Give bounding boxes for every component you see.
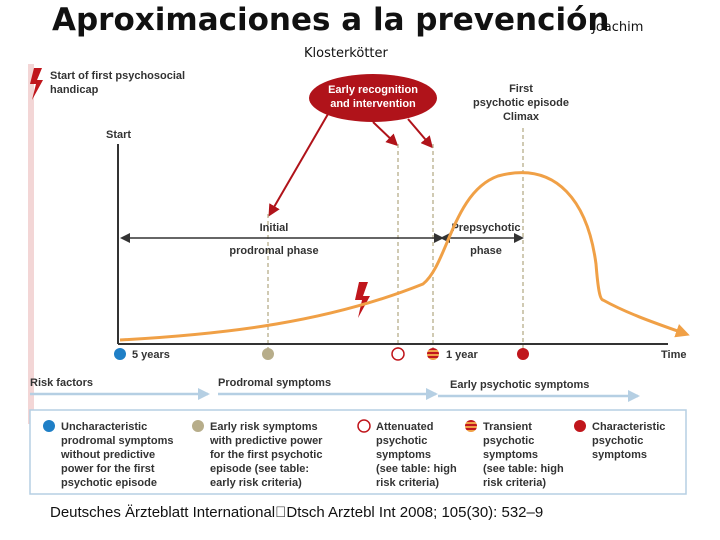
legend-item-early-risk: Early risk symptoms with predictive powe… xyxy=(192,420,323,489)
left-strip xyxy=(28,64,34,424)
legend-red-dot xyxy=(574,420,586,432)
prepsychotic-line1: Prepsychotic xyxy=(451,222,520,234)
time-label: Time xyxy=(661,349,686,361)
legend-text: (see table: high xyxy=(483,463,564,475)
legend-hollow-dot xyxy=(357,419,371,433)
legend-text: (see table: high xyxy=(376,463,457,475)
legend-text: Transient xyxy=(483,421,532,433)
marker-attenuated xyxy=(391,347,405,361)
initial-phase-line1: Initial xyxy=(260,222,289,234)
first-episode-line1: First xyxy=(509,83,533,95)
early-psychotic-label: Early psychotic symptoms xyxy=(450,379,589,391)
start-handicap-line1: Start of first psychosocial xyxy=(50,70,185,82)
legend-text: Attenuated xyxy=(376,421,433,433)
legend-text: psychotic xyxy=(376,435,427,447)
legend-item-uncharacteristic: Uncharacteristic prodromal symptoms with… xyxy=(43,420,173,489)
one-year-label: 1 year xyxy=(446,349,479,361)
marker-uncharacteristic xyxy=(114,348,126,360)
lightning-icon xyxy=(355,282,370,318)
legend-text: without predictive xyxy=(60,449,155,461)
legend-text: psychotic xyxy=(592,435,643,447)
marker-transient xyxy=(427,348,439,360)
legend-text: symptoms xyxy=(376,449,431,461)
prodromal-phase-diagram: Start of first psychosocial handicap Ear… xyxy=(28,64,692,498)
early-recognition-line2: and intervention xyxy=(330,98,416,110)
marker-characteristic xyxy=(517,348,529,360)
red-arrow-transient xyxy=(407,118,433,149)
red-arrow-attenuated xyxy=(372,121,399,147)
legend-text: risk criteria) xyxy=(483,477,546,489)
five-years-label: 5 years xyxy=(132,349,170,361)
legend-striped-dot xyxy=(465,420,477,432)
legend-text: symptoms xyxy=(483,449,538,461)
red-arrow-initial xyxy=(268,113,329,217)
start-handicap-line2: handicap xyxy=(50,84,99,96)
lightning-icon xyxy=(30,68,43,100)
legend-text: power for the first xyxy=(61,463,155,475)
risk-factors-label: Risk factors xyxy=(30,377,93,389)
initial-phase-line2: prodromal phase xyxy=(229,245,318,257)
legend-text: prodromal symptoms xyxy=(61,435,173,447)
early-recognition-ellipse xyxy=(309,74,437,122)
legend-text: for the first psychotic xyxy=(210,449,322,461)
legend-text: Characteristic xyxy=(592,421,665,433)
prodromal-symptoms-label: Prodromal symptoms xyxy=(218,377,331,389)
legend-text: psychotic xyxy=(483,435,534,447)
page-title: Aproximaciones a la prevención xyxy=(52,2,610,38)
author-last-name: Klosterkötter xyxy=(304,46,388,61)
citation-footer: Deutsches Ärzteblatt International Dtsch… xyxy=(50,504,544,521)
early-recognition-line1: Early recognition xyxy=(328,84,418,96)
legend-tan-dot xyxy=(192,420,204,432)
legend-text: early risk criteria) xyxy=(210,477,302,489)
legend-text: psychotic episode xyxy=(61,477,157,489)
author-first-name: Joachim xyxy=(592,20,644,35)
legend-text: Uncharacteristic xyxy=(61,421,147,433)
legend-text: with predictive power xyxy=(209,435,323,447)
prepsychotic-line2: phase xyxy=(470,245,502,257)
symptom-course-curve xyxy=(119,171,690,342)
legend-text: episode (see table: xyxy=(210,463,309,475)
legend-item-characteristic: Characteristic psychotic symptoms xyxy=(574,420,665,461)
start-label: Start xyxy=(106,129,131,141)
legend-text: Early risk symptoms xyxy=(210,421,318,433)
first-episode-line3: Climax xyxy=(503,111,540,123)
marker-early-risk xyxy=(262,348,274,360)
legend-blue-dot xyxy=(43,420,55,432)
legend-item-transient: Transient psychotic symptoms (see table:… xyxy=(465,420,564,489)
legend-text: symptoms xyxy=(592,449,647,461)
legend-item-attenuated: Attenuated psychotic symptoms (see table… xyxy=(357,419,457,489)
first-episode-line2: psychotic episode xyxy=(473,97,569,109)
legend-text: risk criteria) xyxy=(376,477,439,489)
